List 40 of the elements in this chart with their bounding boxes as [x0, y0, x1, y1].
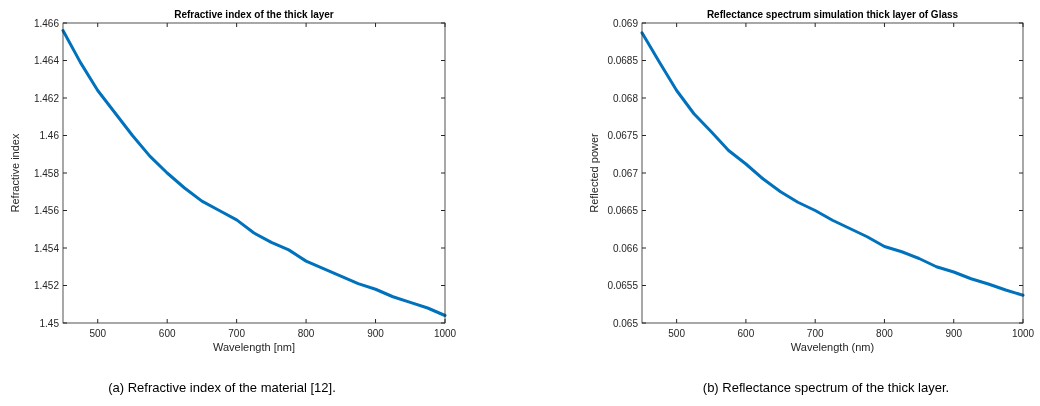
y-tick-label: 1.466 [33, 17, 60, 29]
y-tick-label: 1.464 [33, 55, 60, 66]
text: (b) Reflectance spectrum of the thick layer. [702, 380, 950, 395]
y-tick-label: 1.45 [39, 317, 60, 329]
y-tick-label: 1.46 [39, 130, 60, 141]
y-tick-label: 0.069 [612, 17, 639, 29]
y-tick-label: 1.456 [33, 205, 60, 216]
line-series [640, 31, 1025, 297]
y-tick-label: 1.458 [33, 167, 60, 179]
y-tick-label: 0.065 [612, 317, 639, 329]
text: (a) Refractive index of the material [12]. [108, 380, 336, 395]
x-tick-label: 500 [668, 328, 686, 339]
y-axis-title: Refractive index [9, 133, 21, 213]
x-axis-title: Wavelength (nm) [790, 341, 875, 353]
x-tick-label: 700 [806, 328, 824, 339]
y-tick-label: 0.0685 [607, 55, 639, 66]
x-tick-label: 800 [876, 328, 894, 339]
x-tick-label: 600 [158, 328, 176, 339]
y-tick-label: 1.452 [33, 280, 60, 291]
x-tick-label: 1000 [1011, 328, 1035, 339]
y-tick-label: 1.462 [33, 92, 60, 104]
y-tick-label: 1.454 [33, 242, 60, 254]
line-series [61, 29, 447, 317]
y-tick-label: 0.0675 [607, 130, 639, 141]
x-tick-label: 700 [228, 328, 246, 339]
x-tick-label: 900 [367, 328, 385, 339]
y-tick-label: 0.068 [612, 92, 639, 104]
x-tick-label: 1000 [433, 328, 457, 339]
y-tick-label: 0.0655 [607, 280, 639, 291]
chart-title: Refractive index of the thick layer [174, 9, 334, 20]
x-tick-label: 500 [89, 328, 107, 339]
x-tick-label: 800 [297, 328, 315, 339]
y-tick-label: 0.067 [612, 167, 639, 179]
y-axis-title: Reflected power [588, 132, 600, 213]
x-axis-title: Wavelength [nm] [212, 341, 296, 353]
x-tick-label: 600 [737, 328, 755, 339]
x-tick-label: 900 [945, 328, 963, 339]
y-tick-label: 0.066 [612, 242, 639, 254]
chart-title: Reflectance spectrum simulation thick layer of Glass [706, 9, 959, 20]
y-tick-label: 0.0665 [607, 205, 639, 216]
